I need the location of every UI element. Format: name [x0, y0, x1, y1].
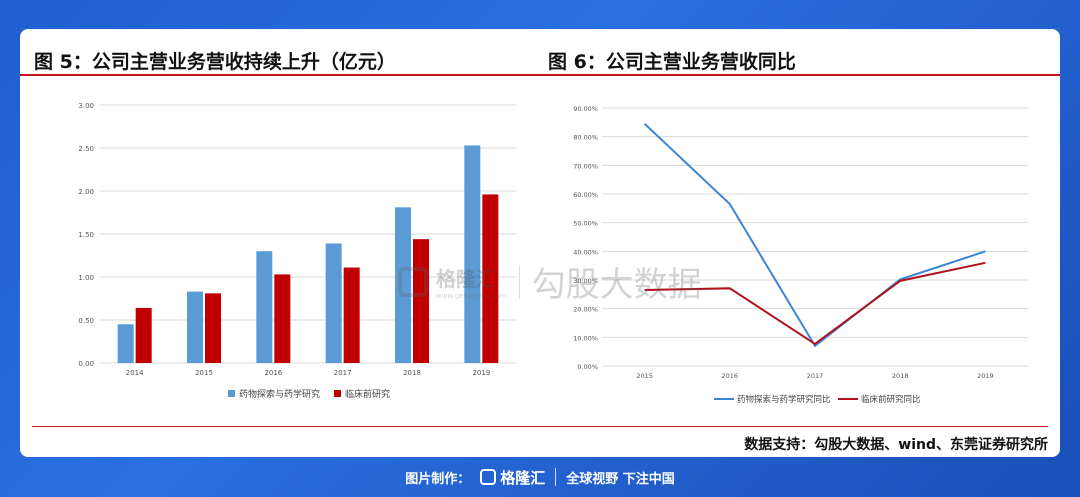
bar-chart: 0.00 0.50 1.00 1.50 2.00 2.50 3.00 2014 2015 2016…	[78, 102, 516, 400]
bar-series-2	[135, 307, 152, 363]
brand-logo-icon	[480, 469, 497, 485]
y-tick-label: 70.00%	[573, 162, 598, 170]
y-tick-label: 90.00%	[573, 105, 598, 113]
x-tick-label: 2019	[977, 372, 994, 380]
x-tick-label: 2017	[334, 369, 352, 377]
y-tick-label: 3.00	[78, 102, 94, 110]
y-tick-label: 1.00	[78, 274, 94, 282]
y-tick-label: 10.00%	[573, 334, 598, 342]
footer-logo: 格隆汇	[480, 467, 545, 488]
watermark-logo-icon	[398, 266, 428, 297]
y-tick-label: 0.50	[78, 317, 94, 325]
y-tick-label: 80.00%	[573, 134, 598, 142]
legend-swatch-series-1	[228, 390, 235, 397]
x-tick-label: 2016	[264, 369, 282, 377]
bar-series-1	[395, 207, 411, 363]
watermark-brand: 格隆汇	[436, 267, 496, 291]
legend-label-series-2: 临床前研究同比	[861, 394, 921, 405]
footer-bar: 图片制作： 格隆汇 全球视野 下注中国	[0, 466, 1080, 488]
bar-series-1	[187, 291, 203, 363]
watermark-divider	[518, 264, 520, 299]
bar-series-1	[464, 145, 481, 363]
y-tick-label: 20.00%	[573, 306, 598, 314]
bar-series-2	[205, 293, 221, 363]
y-tick-label: 2.50	[78, 145, 94, 153]
x-tick-label: 2016	[722, 372, 739, 380]
bar-series-2	[482, 194, 499, 363]
y-tick-label: 30.00%	[573, 277, 598, 285]
bar-series-1	[325, 243, 342, 363]
footer-made-by: 图片制作：	[405, 471, 471, 487]
line-series-1	[643, 123, 986, 348]
bar-series-1	[256, 251, 273, 363]
y-tick-label: 60.00%	[573, 191, 598, 199]
footer-slogan: 全球视野 下注中国	[566, 471, 675, 487]
source-note: 数据支持：勾股大数据、wind、东莞证券研究所	[744, 437, 1048, 453]
x-tick-label: 2015	[636, 372, 653, 380]
legend-label-series-1: 药物探索与药学研究同比	[737, 394, 831, 405]
legend-label-series-2: 临床前研究	[345, 388, 390, 400]
x-tick-label: 2017	[807, 372, 824, 380]
y-tick-label: 40.00%	[573, 248, 598, 256]
x-tick-label: 2018	[403, 369, 421, 377]
report-card: 图 5：公司主营业务营收持续上升（亿元） 图 6：公司主营业务营收同比 0.00…	[20, 29, 1060, 457]
x-tick-label: 2018	[892, 372, 909, 380]
x-tick-label: 2019	[472, 369, 490, 377]
footer-brand: 格隆汇	[500, 468, 546, 487]
y-tick-label: 0.00	[78, 360, 94, 368]
footer-divider	[555, 468, 557, 486]
bar-series-2	[343, 267, 360, 363]
y-tick-label: 0.00%	[577, 363, 598, 371]
bar-series-2	[274, 274, 291, 363]
line-series-2	[644, 261, 986, 346]
watermark-url: www.gelonghui.com	[436, 292, 507, 300]
y-tick-label: 1.50	[78, 231, 94, 239]
legend-swatch-series-2	[334, 390, 341, 397]
title-rule	[20, 74, 1060, 76]
chart-title-left: 图 5：公司主营业务营收持续上升（亿元）	[34, 51, 396, 73]
legend-label-series-1: 药物探索与药学研究	[239, 388, 320, 400]
y-tick-label: 2.00	[78, 188, 94, 196]
watermark: 格隆汇 www.gelonghui.com 勾股大数据	[398, 257, 702, 306]
y-tick-label: 50.00%	[573, 220, 598, 228]
bar-series-1	[117, 324, 134, 363]
chart-title-right: 图 6：公司主营业务营收同比	[548, 51, 796, 73]
line-chart: 0.00% 10.00% 20.00% 30.00% 40.00% 50.00% 60.00…	[573, 105, 1028, 405]
x-tick-label: 2015	[195, 369, 213, 377]
x-tick-label: 2014	[126, 369, 144, 377]
source-rule	[32, 426, 1048, 427]
watermark-text: 勾股大数据	[531, 265, 702, 305]
